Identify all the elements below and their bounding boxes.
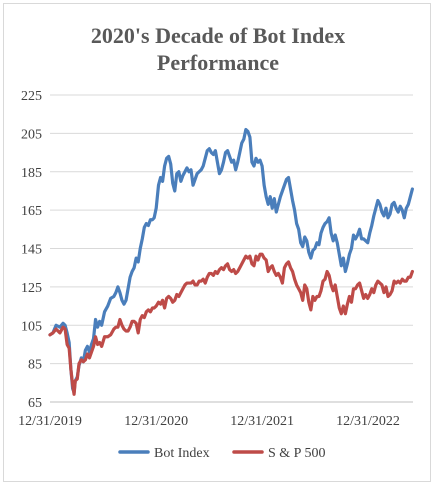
chart-title-line-2: Performance	[156, 50, 280, 75]
y-tick-label: 85	[28, 358, 42, 373]
y-tick-label: 165	[21, 204, 42, 219]
legend-label: Bot Index	[154, 446, 210, 461]
y-axis-tick-labels: 65 85 105 125 145 165 185 205 225	[21, 89, 42, 411]
x-tick-label: 12/31/2020	[124, 414, 188, 429]
chart-title: 2020's Decade of Bot Index Performance	[0, 22, 436, 76]
y-tick-label: 65	[28, 396, 42, 411]
y-tick-label: 105	[21, 319, 42, 334]
y-tick-label: 125	[21, 281, 42, 296]
gridlines	[50, 94, 413, 403]
legend-label: S & P 500	[268, 446, 325, 461]
series-lines	[48, 127, 414, 396]
y-tick-label: 145	[21, 243, 42, 258]
series-line-sp500	[48, 252, 414, 396]
y-tick-label: 185	[21, 166, 42, 181]
x-axis-tick-labels: 12/31/2019 12/31/2020 12/31/2021 12/31/2022	[18, 414, 400, 429]
legend: Bot Index S & P 500	[118, 446, 325, 461]
y-tick-label: 225	[21, 89, 42, 104]
x-tick-label: 12/31/2019	[18, 414, 82, 429]
y-tick-label: 205	[21, 127, 42, 142]
x-tick-label: 12/31/2022	[336, 414, 400, 429]
series-line-bot-index	[48, 127, 414, 395]
x-tick-label: 12/31/2021	[230, 414, 294, 429]
chart-title-line-1: 2020's Decade of Bot Index	[90, 23, 346, 48]
